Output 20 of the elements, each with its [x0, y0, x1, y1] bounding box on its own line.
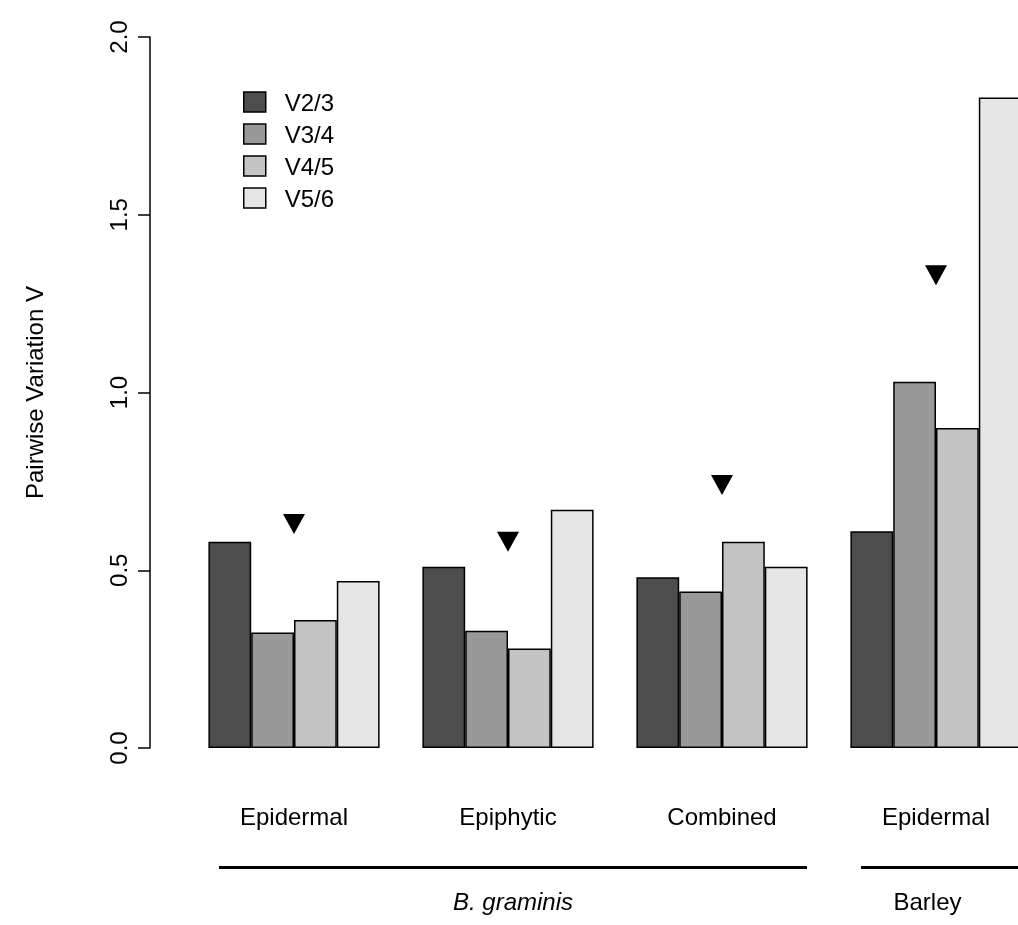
- point: [925, 265, 947, 286]
- legend-label: V5/6: [284, 184, 335, 212]
- y-tick-label: 2.0: [104, 20, 132, 54]
- x-tick-label: Epidermal: [239, 802, 349, 830]
- y-axis-title: Pairwise Variation V: [20, 286, 48, 499]
- y-tick-label: 0.5: [104, 553, 132, 587]
- point: [497, 531, 519, 552]
- legend-label: V4/5: [284, 152, 335, 180]
- y-tick-label: 1.5: [104, 198, 132, 232]
- legend-label: V2/3: [284, 88, 335, 116]
- text: Barley: [893, 888, 962, 916]
- y-tick-label: 1.0: [104, 375, 132, 410]
- text: B. graminis: [452, 888, 574, 916]
- x-tick-label: Combined: [667, 802, 777, 830]
- x-tick-label: Epidermal: [881, 802, 991, 830]
- x-tick-label: Epiphytic: [459, 802, 557, 830]
- point: [283, 514, 305, 535]
- y-tick-label: 0.0: [104, 731, 132, 765]
- legend-label: V3/4: [284, 120, 335, 148]
- point: [711, 474, 733, 495]
